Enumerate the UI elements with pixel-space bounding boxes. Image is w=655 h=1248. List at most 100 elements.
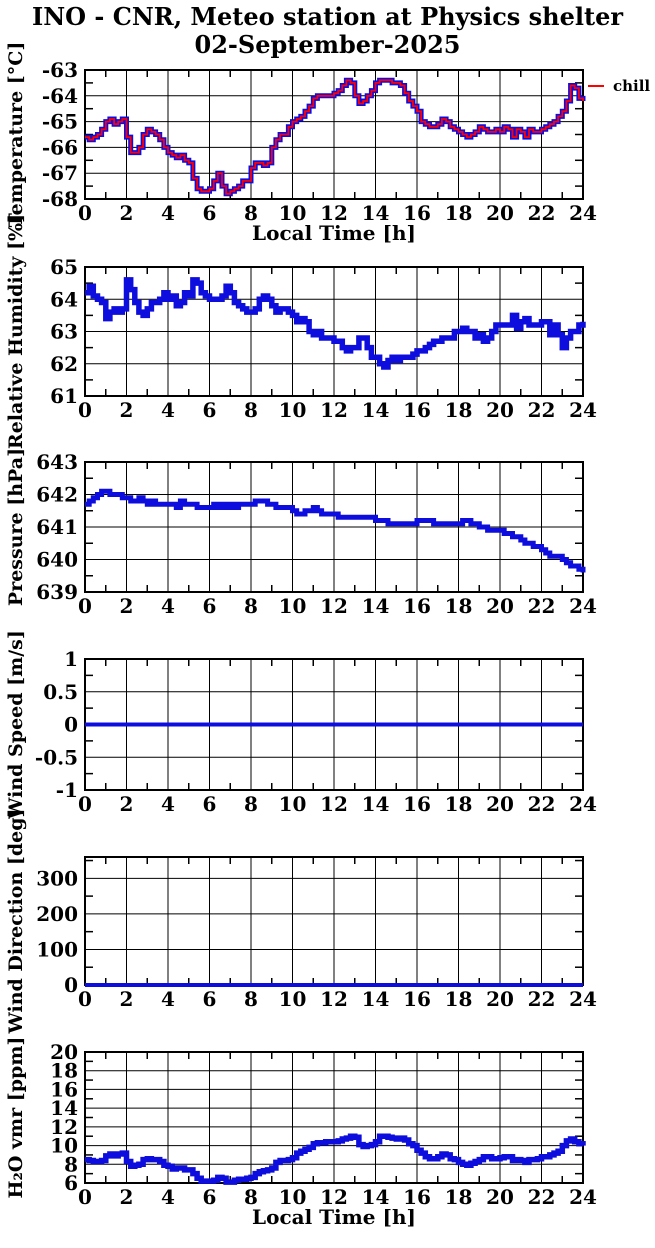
x-tick-label: 10 [279, 398, 307, 422]
y-tick-label: -1 [56, 778, 78, 802]
x-tick-label: 6 [203, 792, 217, 816]
y-tick-label: 6 [64, 1171, 78, 1195]
x-tick-label: 24 [569, 987, 597, 1011]
y-tick-label: 1 [64, 647, 78, 671]
x-tick-label: 12 [320, 594, 348, 618]
x-tick-label: 18 [445, 792, 473, 816]
x-tick-label: 0 [78, 201, 92, 225]
x-tick-label: 14 [362, 792, 390, 816]
x-tick-label: 10 [279, 987, 307, 1011]
x-tick-label: 4 [161, 1185, 175, 1209]
y-tick-label: 300 [36, 866, 78, 890]
x-tick-label: 6 [203, 201, 217, 225]
x-tick-label: 22 [528, 1185, 556, 1209]
plot-frame [84, 69, 584, 200]
x-tick-label: 14 [362, 1185, 390, 1209]
y-axis-title: Temperature [°C] [5, 42, 27, 228]
x-tick-label: 8 [244, 594, 258, 618]
x-tick-label: 8 [244, 987, 258, 1011]
x-tick-label: 18 [445, 1185, 473, 1209]
x-tick-label: 20 [486, 1185, 514, 1209]
x-tick-label: 6 [203, 594, 217, 618]
page-title: INO - CNR, Meteo station at Physics shel… [31, 2, 624, 31]
page-subtitle: 02-September-2025 [194, 30, 461, 59]
x-tick-label: 0 [78, 1185, 92, 1209]
x-tick-label: 10 [279, 594, 307, 618]
x-tick-label: 2 [120, 398, 134, 422]
x-tick-label: 4 [161, 398, 175, 422]
x-tick-label: 16 [403, 398, 431, 422]
x-tick-label: 22 [528, 398, 556, 422]
y-tick-label: 12 [50, 1115, 78, 1139]
legend-label: chill [613, 77, 650, 95]
x-tick-label: 8 [244, 398, 258, 422]
x-tick-label: 22 [528, 792, 556, 816]
y-tick-label: 65 [50, 255, 78, 279]
x-tick-label: 24 [569, 1185, 597, 1209]
x-tick-label: 18 [445, 987, 473, 1011]
x-tick-label: 16 [403, 594, 431, 618]
y-tick-label: 100 [36, 937, 78, 961]
x-tick-label: 2 [120, 594, 134, 618]
x-tick-label: 0 [78, 398, 92, 422]
y-tick-label: 642 [36, 483, 78, 507]
y-axis-title: H₂O vmr [ppm] [5, 1037, 27, 1199]
series-chill [85, 79, 584, 195]
legend-chill: chill [588, 77, 650, 95]
y-tick-label: 0 [64, 713, 78, 737]
x-tick-label: 12 [320, 987, 348, 1011]
x-tick-label: 24 [569, 201, 597, 225]
x-tick-label: 0 [78, 594, 92, 618]
x-tick-label: 18 [445, 201, 473, 225]
x-tick-label: 8 [244, 792, 258, 816]
y-axis-title: Wind Direction [deg] [5, 808, 27, 1034]
x-tick-label: 8 [244, 201, 258, 225]
y-tick-label: 10 [50, 1134, 78, 1158]
y-axis-title: Pressure [hPa] [5, 448, 27, 606]
y-tick-label: -67 [42, 161, 78, 185]
x-tick-label: 24 [569, 398, 597, 422]
x-tick-label: 8 [244, 1185, 258, 1209]
x-tick-label: 20 [486, 987, 514, 1011]
plot-frame [84, 266, 584, 397]
x-tick-label: 4 [161, 987, 175, 1011]
x-tick-label: 16 [403, 1185, 431, 1209]
x-tick-label: 24 [569, 594, 597, 618]
y-tick-label: -66 [42, 135, 78, 159]
series-pressure [85, 488, 586, 573]
y-tick-label: 61 [50, 384, 78, 408]
chart-temperature: -63-64-65-66-67-680 2 4 6 8 10 12 14 16 18 20 22 24L… [5, 42, 597, 245]
y-tick-label: 14 [50, 1096, 78, 1120]
x-tick-label: 14 [362, 987, 390, 1011]
series-h2o-vmr [85, 1133, 586, 1185]
x-tick-label: 12 [320, 201, 348, 225]
y-tick-label: -64 [42, 84, 78, 108]
x-tick-label: 14 [362, 398, 390, 422]
x-tick-label: 20 [486, 594, 514, 618]
x-tick-label: 6 [203, 1185, 217, 1209]
x-tick-label: 2 [120, 1185, 134, 1209]
x-tick-label: 24 [569, 792, 597, 816]
plot-frame [84, 461, 584, 593]
x-tick-label: 18 [445, 398, 473, 422]
x-tick-label: 10 [279, 1185, 307, 1209]
x-tick-label: 12 [320, 1185, 348, 1209]
x-tick-label: 20 [486, 792, 514, 816]
x-tick-label: 2 [120, 987, 134, 1011]
y-tick-label: 639 [36, 580, 78, 604]
x-tick-label: 16 [403, 792, 431, 816]
x-tick-label: 4 [161, 201, 175, 225]
y-tick-label: 641 [36, 515, 78, 539]
x-tick-label: 18 [445, 594, 473, 618]
x-tick-label: 6 [203, 398, 217, 422]
y-tick-label: -0.5 [35, 745, 78, 769]
x-tick-label: 10 [279, 201, 307, 225]
y-tick-label: 16 [50, 1077, 78, 1101]
x-tick-label: 22 [528, 594, 556, 618]
